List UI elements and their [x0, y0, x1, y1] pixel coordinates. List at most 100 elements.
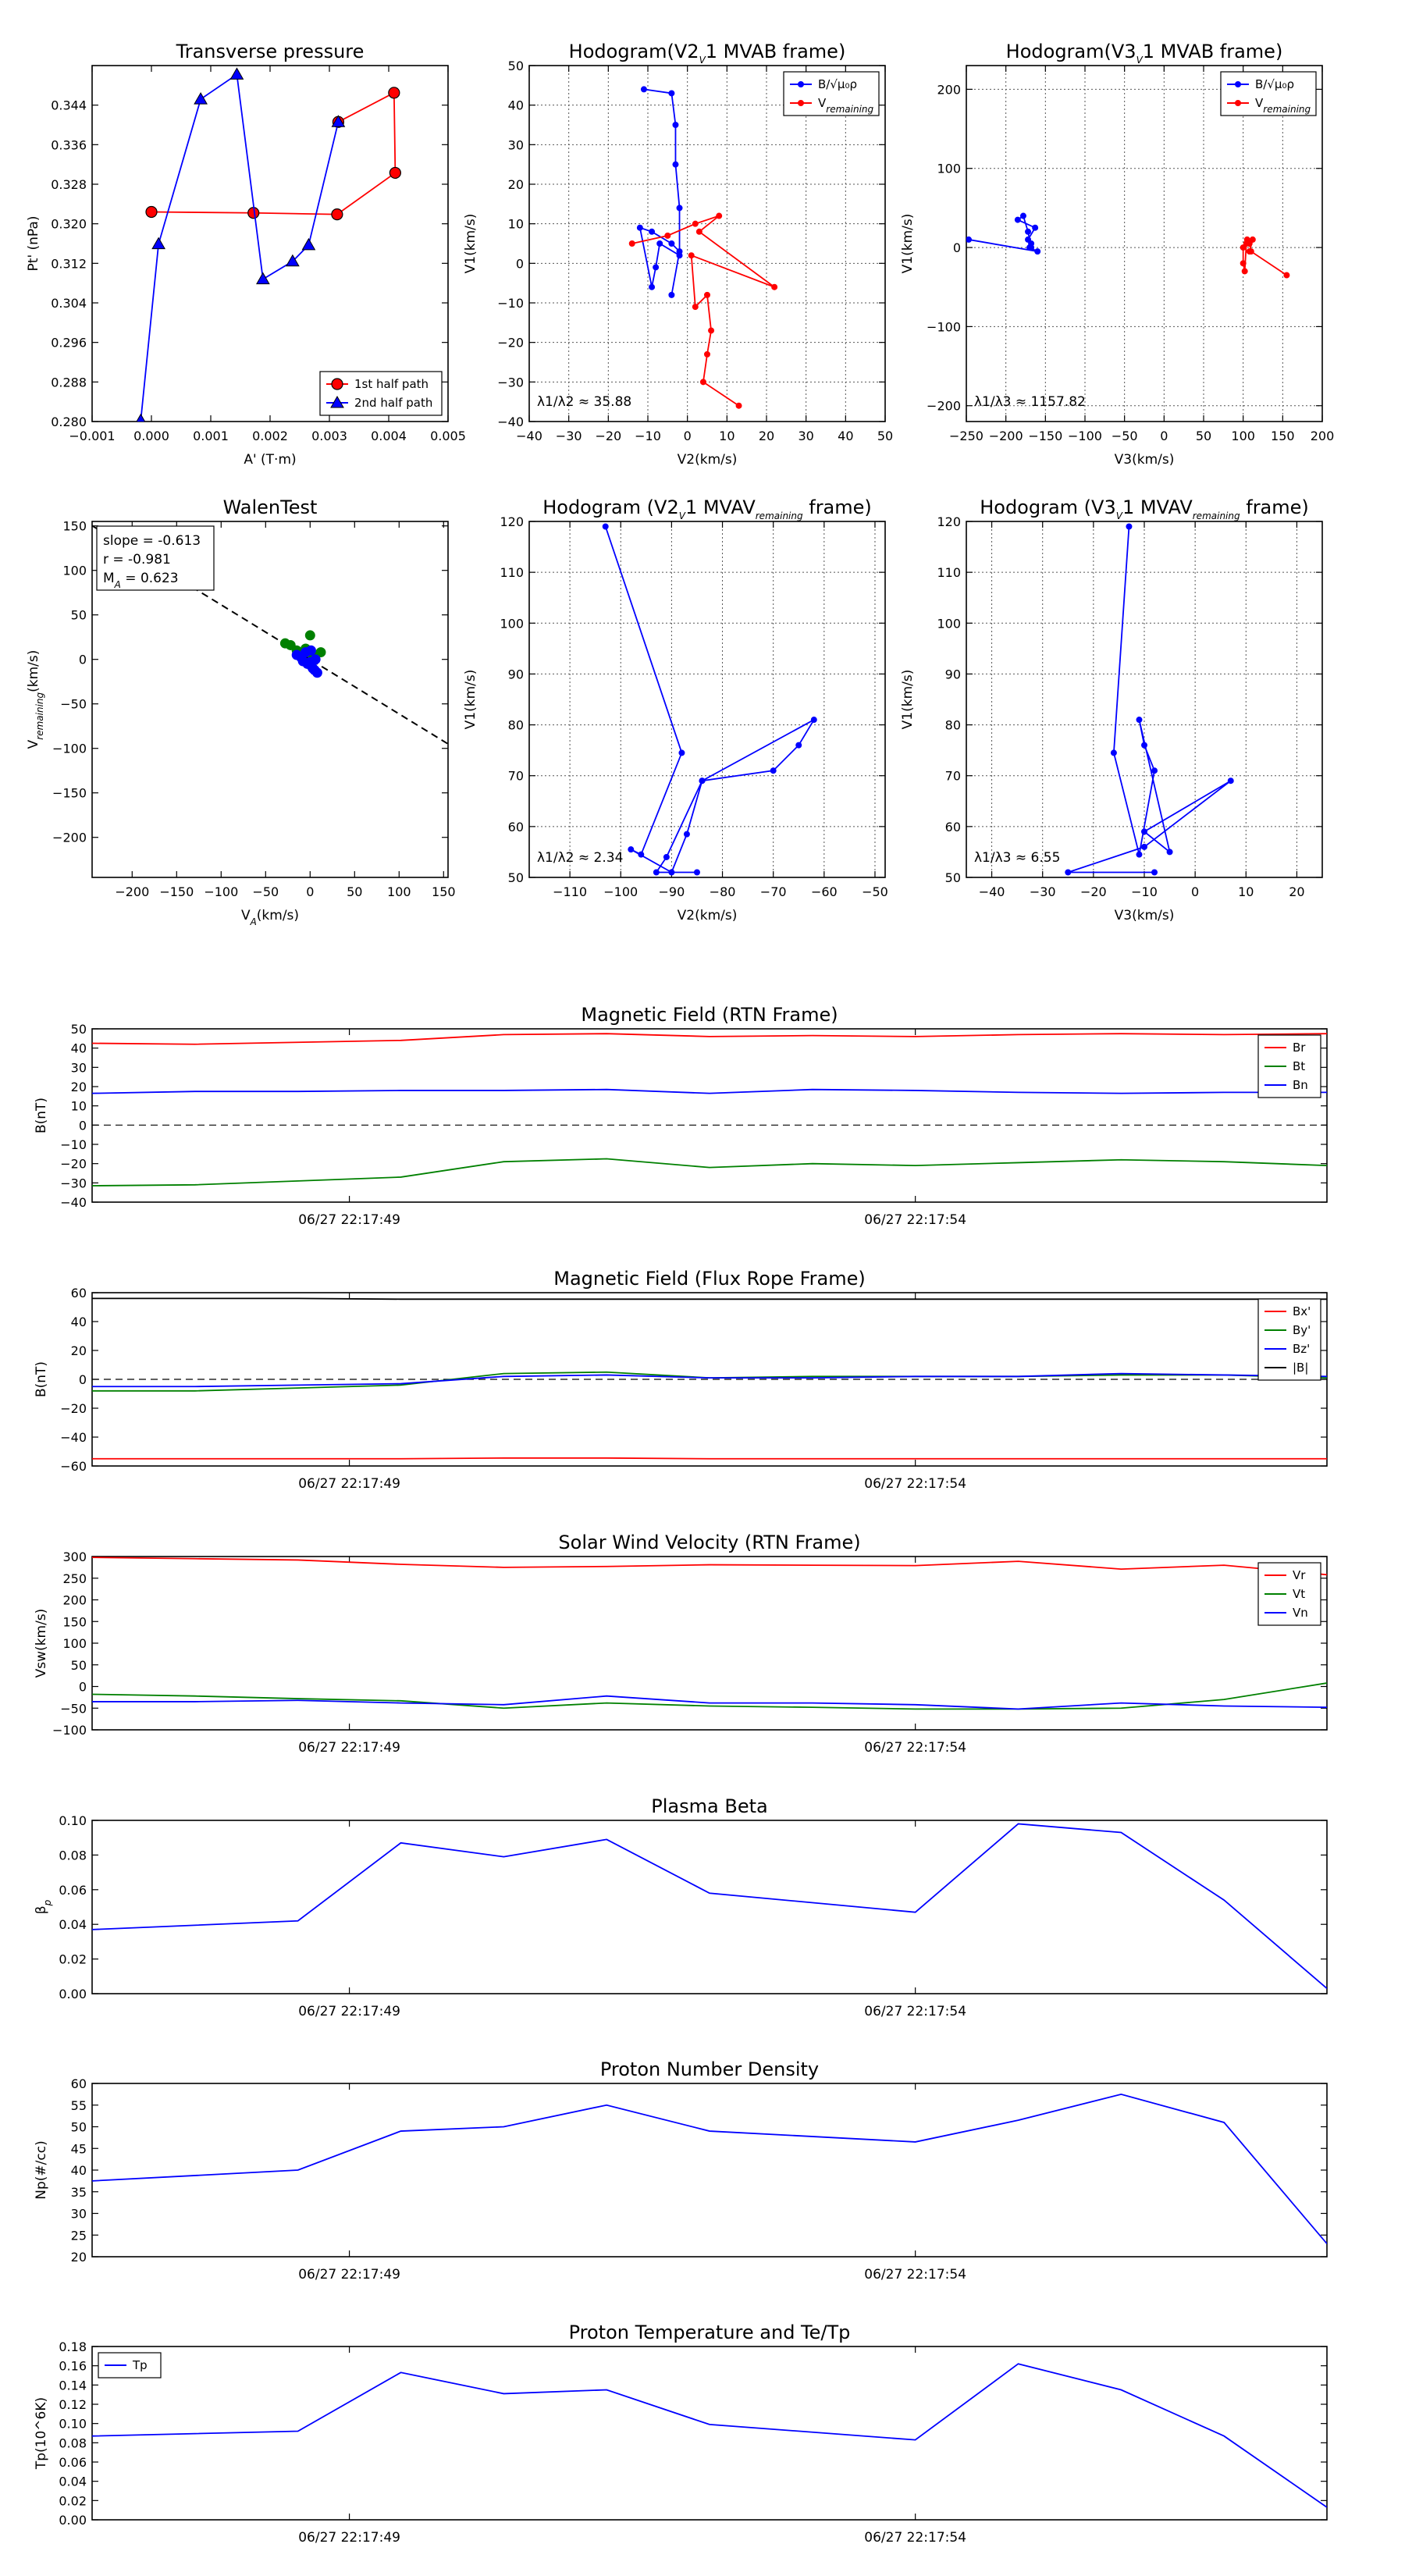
y-tick-label: 50	[508, 59, 524, 73]
chart-ts_b_rtn: 06/27 22:17:49 06/27 22:17:54 −40 −30 −20 −10…	[34, 1004, 1328, 1228]
x-tick-label: 150	[432, 884, 456, 899]
x-tick-label: −20	[1080, 884, 1107, 899]
subscript-span: V	[1116, 511, 1123, 521]
data-point	[693, 869, 700, 876]
y-tick-label: 90	[508, 667, 524, 681]
y-tick-label: 20	[71, 2250, 87, 2265]
y-axis-label: V1(km/s)	[900, 670, 916, 730]
data-point	[649, 228, 656, 235]
y-tick-label: 40	[71, 1315, 87, 1329]
data-point	[1028, 244, 1035, 251]
label-span: Hodogram (V3	[980, 496, 1116, 518]
y-tick-label: 100	[62, 1636, 87, 1651]
legend-entry: Vremaining	[790, 96, 874, 115]
label-span: V2(km/s)	[678, 452, 738, 468]
data-point	[770, 767, 777, 774]
data-point	[676, 248, 683, 255]
data-point	[628, 846, 635, 853]
legend-label: 1st half path	[354, 377, 429, 391]
y-tick-label: 0.06	[59, 1883, 87, 1898]
data-point	[1240, 244, 1247, 251]
label-span: M	[103, 571, 115, 586]
y-tick-label: 0	[79, 1372, 87, 1387]
scatter-point	[304, 630, 315, 641]
label-span: Pt' (nPa)	[26, 216, 41, 272]
label-span: Hodogram (V2	[542, 496, 679, 518]
label-span: 2nd half path	[354, 396, 432, 410]
data-point	[229, 67, 244, 80]
series-line	[92, 1297, 1327, 1300]
data-point	[1065, 869, 1072, 876]
y-tick-label: 60	[71, 2076, 87, 2091]
data-point	[640, 86, 647, 93]
label-span: 1 MVAV	[1122, 496, 1193, 518]
label-span: (km/s)	[26, 650, 41, 692]
legend-entry: 2nd half path	[326, 395, 432, 410]
y-tick-label: −50	[60, 697, 87, 712]
y-tick-label: 0.280	[51, 415, 87, 429]
y-tick-label: 40	[508, 98, 524, 113]
label-span: V1(km/s)	[463, 214, 478, 274]
series-v-remaining	[1240, 236, 1290, 279]
y-tick-label: 50	[71, 1658, 87, 1673]
legend-label: B/√μ₀ρ	[1255, 77, 1294, 91]
data-point	[798, 81, 804, 87]
y-tick-label: −10	[497, 296, 524, 311]
label-span: Vsw(km/s)	[34, 1609, 49, 1678]
label-span: |B|	[1293, 1361, 1308, 1375]
chart-title: Hodogram(V3V1 MVAB frame)	[1006, 41, 1283, 66]
data-point	[771, 283, 778, 290]
data-point	[151, 237, 165, 250]
x-axis-label: V2(km/s)	[678, 908, 738, 923]
data-point	[704, 350, 710, 358]
data-point	[699, 777, 706, 785]
series-vt	[92, 1682, 1327, 1710]
legend-label: Tp	[132, 2358, 148, 2372]
label-span: Bt	[1293, 1059, 1305, 1073]
chart-ts_tp: 06/27 22:17:49 06/27 22:17:54 0.00 0.02 0.04…	[34, 2322, 1328, 2546]
chart-title: Solar Wind Velocity (RTN Frame)	[558, 1532, 860, 1553]
x-tick-label: 50	[347, 884, 362, 899]
chart-title: Hodogram(V2V1 MVAB frame)	[569, 41, 846, 66]
legend-box	[783, 71, 880, 116]
data-point	[672, 122, 679, 128]
y-tick-label: 30	[508, 137, 524, 152]
label-span: Magnetic Field (RTN Frame)	[581, 1004, 838, 1026]
data-point	[668, 869, 675, 876]
data-layer	[628, 86, 778, 409]
chart-title: Plasma Beta	[651, 1795, 767, 1817]
legend-entry: 1st half path	[326, 377, 429, 391]
plot-frame	[91, 1820, 1328, 1994]
legend-label: Bt	[1293, 1059, 1305, 1073]
data-point	[638, 851, 645, 858]
label-span: Proton Temperature and Te/Tp	[569, 2322, 851, 2343]
legend-label: Vremaining	[1255, 96, 1311, 115]
data-point	[330, 395, 344, 408]
y-tick-label: 0.18	[59, 2339, 87, 2354]
lambda-annotation: λ1/λ2 ≈ 35.88	[537, 394, 631, 410]
data-layer	[92, 525, 448, 745]
data-point	[716, 212, 723, 219]
y-tick-label: 0.06	[59, 2455, 87, 2470]
legend-entry: Br	[1264, 1041, 1306, 1055]
series-v-remaining	[628, 212, 778, 409]
series-line	[92, 1088, 1327, 1094]
data-point	[389, 166, 401, 180]
legend-label: Vn	[1293, 1606, 1308, 1620]
label-span: B/√μ₀ρ	[1255, 77, 1294, 91]
label-span: Vr	[1293, 1568, 1306, 1582]
x-tick-label: 0	[684, 429, 692, 443]
y-tick-label: 110	[500, 565, 524, 580]
data-layer	[92, 2093, 1327, 2244]
y-tick-label: 60	[71, 1286, 87, 1300]
chart-title: Proton Temperature and Te/Tp	[569, 2322, 851, 2343]
y-tick-label: 0.08	[59, 1848, 87, 1863]
data-point	[1240, 260, 1247, 267]
label-span: Hodogram(V3	[1006, 41, 1136, 62]
label-span: 1 MVAV	[685, 496, 756, 518]
data-point	[145, 205, 158, 219]
data-point	[678, 749, 685, 756]
data-layer	[136, 67, 401, 422]
x-tick-label: 0	[306, 884, 314, 899]
y-tick-label: −30	[497, 375, 524, 390]
